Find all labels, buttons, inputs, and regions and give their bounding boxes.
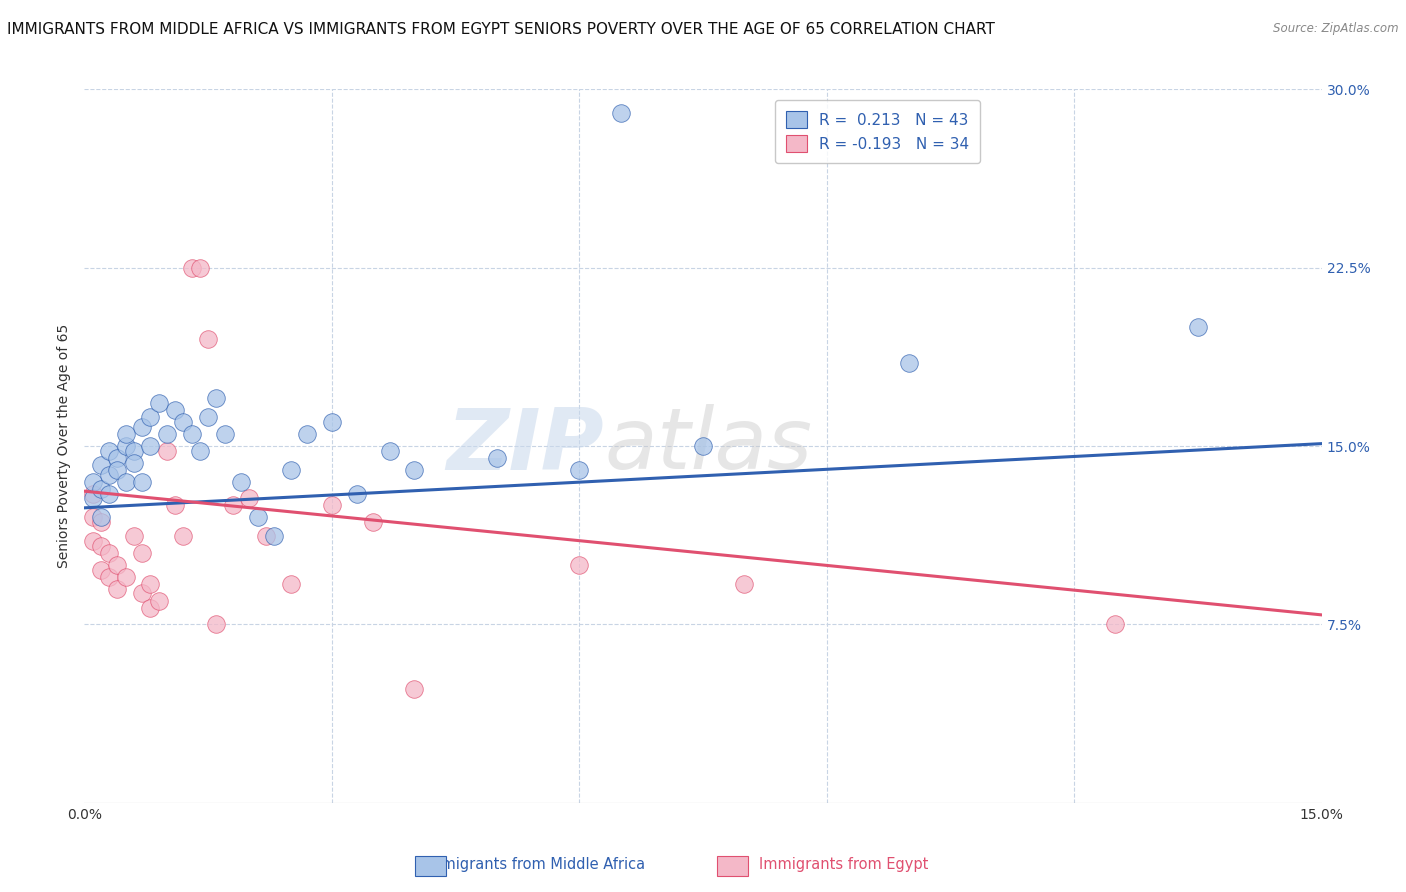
Point <box>568 463 591 477</box>
Point <box>114 427 136 442</box>
Point <box>82 475 104 489</box>
Point <box>98 570 121 584</box>
Point <box>98 486 121 500</box>
Point <box>165 403 187 417</box>
Point <box>197 410 219 425</box>
Point <box>139 410 162 425</box>
Text: Immigrants from Middle Africa: Immigrants from Middle Africa <box>423 857 645 872</box>
Point <box>188 260 211 275</box>
Point <box>156 427 179 442</box>
Point <box>122 443 145 458</box>
Point <box>263 529 285 543</box>
Point <box>172 415 194 429</box>
Point <box>180 260 202 275</box>
Point <box>122 529 145 543</box>
Point <box>90 515 112 529</box>
Point <box>222 499 245 513</box>
Point <box>98 443 121 458</box>
Point <box>122 456 145 470</box>
Point <box>321 415 343 429</box>
Point <box>246 510 269 524</box>
Point <box>131 586 153 600</box>
Point <box>214 427 236 442</box>
Point <box>139 439 162 453</box>
Point <box>692 439 714 453</box>
Point <box>114 570 136 584</box>
Point <box>82 486 104 500</box>
Point <box>485 450 508 465</box>
Point <box>131 475 153 489</box>
Text: ZIP: ZIP <box>446 404 605 488</box>
Point <box>1187 320 1209 334</box>
Point <box>105 463 128 477</box>
Legend: R =  0.213   N = 43, R = -0.193   N = 34: R = 0.213 N = 43, R = -0.193 N = 34 <box>775 101 980 162</box>
Point <box>1104 617 1126 632</box>
Point <box>82 510 104 524</box>
Point <box>404 681 426 696</box>
Point <box>254 529 277 543</box>
Y-axis label: Seniors Poverty Over the Age of 65: Seniors Poverty Over the Age of 65 <box>58 324 72 568</box>
Point <box>139 577 162 591</box>
Point <box>90 510 112 524</box>
Point <box>148 396 170 410</box>
Text: Immigrants from Egypt: Immigrants from Egypt <box>759 857 928 872</box>
Point <box>197 332 219 346</box>
Point <box>90 482 112 496</box>
Point <box>82 534 104 549</box>
Point <box>90 458 112 472</box>
Point <box>139 600 162 615</box>
Point <box>321 499 343 513</box>
Point <box>90 539 112 553</box>
Point <box>568 558 591 572</box>
Point <box>280 463 302 477</box>
Point <box>205 392 228 406</box>
Point <box>131 420 153 434</box>
Point <box>114 439 136 453</box>
Point <box>898 356 921 370</box>
Point <box>733 577 755 591</box>
Point <box>131 546 153 560</box>
Point <box>229 475 252 489</box>
Point <box>105 450 128 465</box>
Point <box>609 106 631 120</box>
Point <box>346 486 368 500</box>
Point <box>295 427 318 442</box>
Text: Source: ZipAtlas.com: Source: ZipAtlas.com <box>1274 22 1399 36</box>
Text: IMMIGRANTS FROM MIDDLE AFRICA VS IMMIGRANTS FROM EGYPT SENIORS POVERTY OVER THE : IMMIGRANTS FROM MIDDLE AFRICA VS IMMIGRA… <box>7 22 995 37</box>
Point <box>105 558 128 572</box>
Point <box>238 491 260 506</box>
Point <box>90 563 112 577</box>
Point <box>280 577 302 591</box>
Point <box>188 443 211 458</box>
Point <box>205 617 228 632</box>
Point <box>156 443 179 458</box>
Point <box>404 463 426 477</box>
Point <box>148 593 170 607</box>
Point <box>105 582 128 596</box>
Point <box>82 491 104 506</box>
Point <box>378 443 401 458</box>
Point <box>165 499 187 513</box>
Point <box>172 529 194 543</box>
Point <box>361 515 384 529</box>
Point <box>114 475 136 489</box>
Text: atlas: atlas <box>605 404 813 488</box>
Point <box>98 546 121 560</box>
Point <box>98 467 121 482</box>
Point <box>180 427 202 442</box>
